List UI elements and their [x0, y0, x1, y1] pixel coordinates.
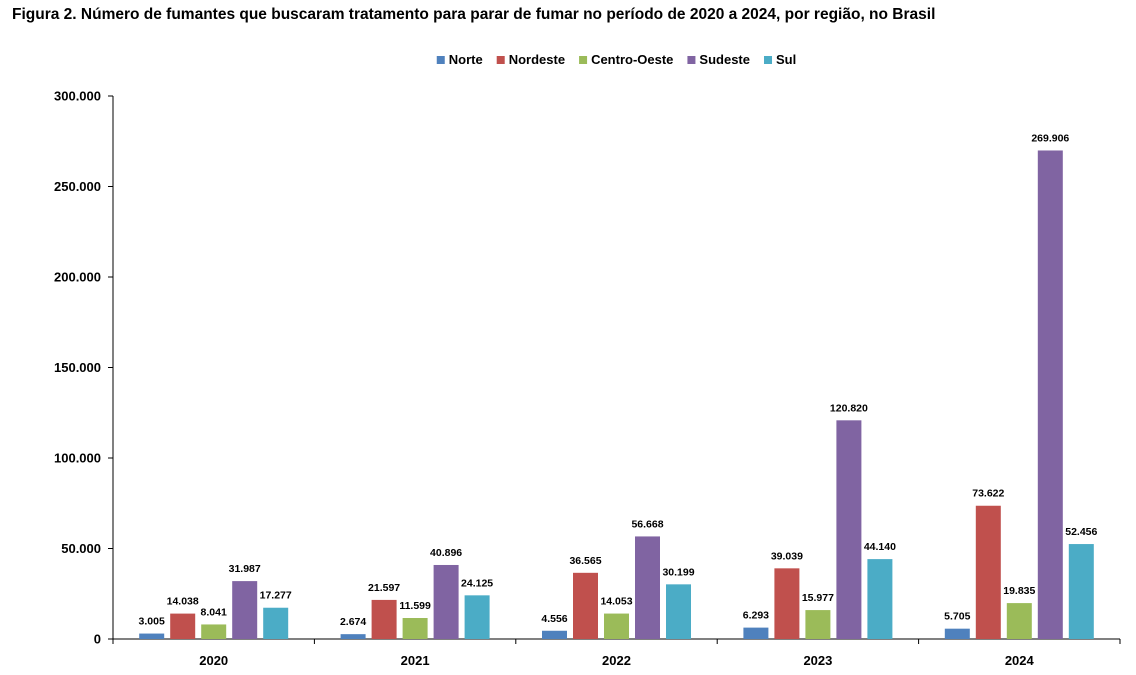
data-label: 4.556 [541, 613, 567, 625]
data-label: 44.140 [864, 541, 896, 553]
data-label: 5.705 [944, 611, 970, 623]
legend-swatch-sudeste [687, 56, 696, 64]
bar-nordeste-2024 [975, 505, 1001, 639]
y-tick-label: 150.000 [54, 360, 101, 375]
bar-norte-2022 [542, 630, 567, 639]
legend: Norte Nordeste Centro-Oeste Sudeste Sul [436, 52, 796, 67]
bar-norte-2023 [743, 627, 769, 639]
x-category-label: 2022 [602, 653, 631, 668]
bar-nordeste-2020 [170, 613, 196, 639]
legend-swatch-centro-oeste [579, 56, 588, 64]
data-label: 8.041 [201, 606, 227, 618]
legend-label-nordeste: Nordeste [509, 52, 565, 67]
x-category-label: 2020 [199, 653, 228, 668]
bar-sudeste-2023 [836, 420, 862, 639]
bar-centro-oeste-2021 [402, 618, 428, 639]
data-label: 21.597 [368, 582, 400, 594]
bar-centro-oeste-2022 [604, 613, 629, 639]
legend-label-sul: Sul [776, 52, 796, 67]
x-category-label: 2024 [1005, 653, 1035, 668]
x-category-label: 2023 [803, 653, 832, 668]
bar-nordeste-2023 [774, 568, 800, 639]
legend-label-sudeste: Sudeste [699, 52, 750, 67]
data-label: 3.005 [139, 616, 165, 628]
bar-sudeste-2022 [635, 536, 660, 639]
data-label: 30.199 [662, 566, 694, 578]
x-axis: 2020 2021 2022 2023 2024 [112, 638, 1121, 668]
bar-norte-2024 [944, 628, 970, 639]
bar-sul-2023 [867, 559, 893, 639]
legend-swatch-nordeste [496, 56, 505, 64]
bar-centro-oeste-2024 [1006, 603, 1032, 639]
y-tick-label: 100.000 [54, 451, 101, 466]
y-tick-label: 50.000 [61, 541, 101, 556]
data-label: 40.896 [430, 547, 462, 559]
bar-nordeste-2022 [573, 572, 598, 639]
bar-sudeste-2024 [1037, 150, 1063, 639]
data-label: 2.674 [340, 616, 366, 628]
data-label: 120.820 [830, 402, 868, 414]
data-label: 39.039 [771, 550, 803, 562]
data-label: 14.053 [600, 596, 632, 608]
bar-sudeste-2021 [433, 564, 459, 639]
y-tick-label: 250.000 [54, 179, 101, 194]
data-label: 24.125 [461, 577, 493, 589]
data-label: 14.038 [167, 596, 199, 608]
bar-norte-2020 [139, 633, 165, 639]
data-label: 19.835 [1003, 585, 1035, 597]
legend-label-centro-oeste: Centro-Oeste [591, 52, 673, 67]
legend-swatch-sul [764, 56, 773, 64]
data-label: 73.622 [972, 488, 1004, 500]
data-label: 56.668 [631, 518, 663, 530]
bar-sul-2020 [263, 607, 289, 639]
data-label: 31.987 [229, 563, 261, 575]
data-label: 269.906 [1031, 132, 1069, 144]
data-label: 17.277 [260, 590, 292, 602]
y-tick-label: 300.000 [54, 89, 101, 104]
data-label: 15.977 [802, 592, 834, 604]
bar-norte-2021 [340, 634, 366, 639]
data-label: 11.599 [399, 600, 431, 612]
bar-centro-oeste-2020 [201, 624, 227, 639]
legend-label-norte: Norte [449, 52, 483, 67]
bar-sul-2024 [1068, 544, 1094, 639]
legend-swatch-norte [436, 56, 445, 64]
chart-title: Figura 2. Número de fumantes que buscara… [12, 6, 936, 23]
bars [139, 150, 1094, 639]
y-axis: 0 50.000 100.000 150.000 200.000 250.000 300.0… [54, 89, 114, 647]
data-label: 6.293 [743, 610, 769, 622]
bar-sul-2021 [464, 595, 490, 639]
bar-nordeste-2021 [371, 599, 397, 639]
data-label: 52.456 [1065, 526, 1097, 538]
bar-centro-oeste-2023 [805, 610, 831, 639]
bar-sul-2022 [666, 584, 691, 639]
data-label: 36.565 [569, 555, 601, 567]
y-tick-label: 200.000 [54, 270, 101, 285]
bar-sudeste-2020 [232, 581, 258, 639]
x-category-label: 2021 [401, 653, 430, 668]
y-tick-label: 0 [94, 632, 101, 647]
